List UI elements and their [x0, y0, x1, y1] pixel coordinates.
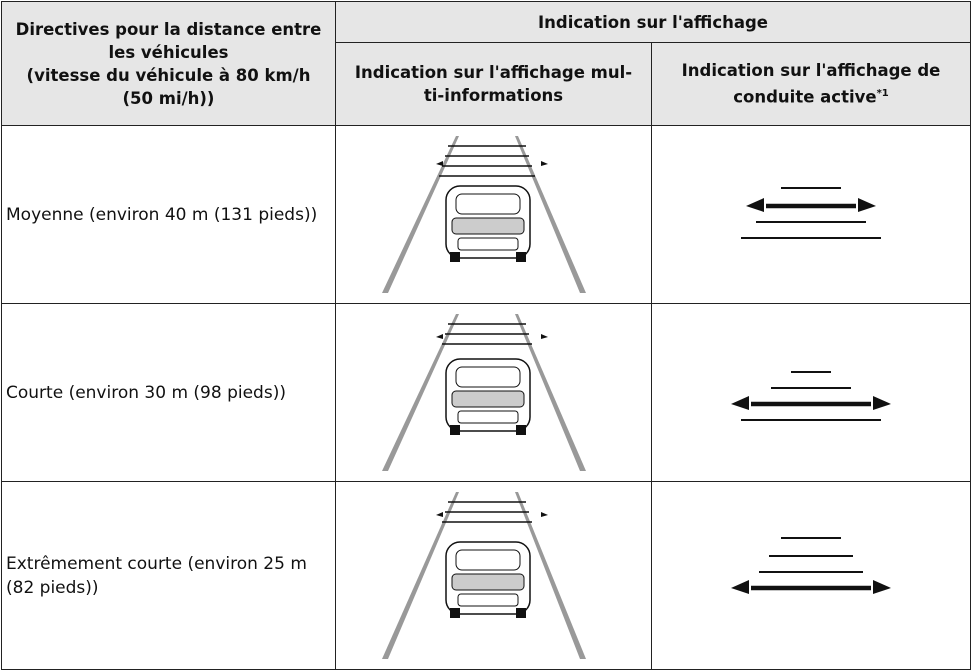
header-cell: Indication sur l'affichage mul- ti-infor… — [335, 42, 652, 126]
row-label: Extrêmement courte (environ 25 m (82 pie… — [6, 553, 307, 598]
header-group: Indication sur l'affichage — [335, 1, 971, 43]
illustration-cell — [651, 125, 971, 304]
arrow — [541, 161, 548, 166]
road-illustration — [382, 492, 586, 659]
road-illustration — [382, 136, 586, 293]
road-edge — [515, 492, 586, 659]
car-window — [455, 549, 521, 571]
illustration-cell — [335, 125, 652, 304]
car-bumper — [457, 237, 519, 251]
row-label: Moyenne (environ 40 m (131 pieds)) — [6, 204, 318, 225]
header-cell: Indication sur l'affichage de conduite a… — [651, 42, 971, 126]
road-edge — [382, 492, 459, 659]
header-line: Directives pour la distance entre — [15, 19, 322, 39]
arrow — [541, 512, 548, 517]
car-trunk — [451, 217, 525, 235]
header-line: (vitesse du véhicule à 80 km/h — [26, 65, 311, 85]
header-line: (50 mi/h)) — [122, 88, 215, 108]
illustration-cell — [651, 303, 971, 482]
car-bumper — [457, 593, 519, 607]
arrow — [873, 396, 891, 410]
header-line: les véhicules — [108, 42, 229, 62]
car-trunk — [451, 573, 525, 591]
header-line: Indication sur l'affichage de — [681, 61, 941, 81]
header-cell: Directives pour la distance entre les vé… — [1, 1, 336, 126]
car-window — [455, 193, 521, 215]
road-edge — [515, 314, 586, 471]
car-wheel — [450, 252, 460, 262]
illustration-cell — [335, 303, 652, 482]
arrow — [858, 198, 876, 212]
car-wheel — [450, 425, 460, 435]
body-cell: Courte (environ 30 m (98 pieds)) — [1, 303, 336, 482]
header-line: ti-informations — [423, 86, 564, 105]
arrow — [541, 334, 548, 339]
arrow — [436, 161, 443, 166]
car-window — [455, 366, 521, 388]
header-line: Indication sur l'affichage mul- — [354, 63, 633, 82]
illustration-cell — [651, 481, 971, 670]
active-display — [741, 187, 881, 239]
car-wheel — [450, 608, 460, 618]
row-label: Courte (environ 30 m (98 pieds)) — [6, 382, 286, 403]
road-edge — [382, 314, 459, 471]
active-display — [731, 537, 891, 594]
body-cell: Moyenne (environ 40 m (131 pieds)) — [1, 125, 336, 304]
footnote-mark: *1 — [876, 88, 889, 100]
car-bumper — [457, 410, 519, 424]
car-wheel — [516, 252, 526, 262]
road-illustration — [382, 314, 586, 471]
active-display — [731, 371, 891, 421]
arrow — [731, 396, 749, 410]
header-text: conduite active — [733, 87, 877, 107]
arrow — [873, 580, 891, 594]
body-cell: Extrêmement courte (environ 25 m (82 pie… — [1, 481, 336, 670]
arrow — [746, 198, 764, 212]
arrow — [436, 512, 443, 517]
arrow — [731, 580, 749, 594]
illustration-cell — [335, 481, 652, 670]
car-wheel — [516, 608, 526, 618]
car-wheel — [516, 425, 526, 435]
header-line: conduite active*1 — [652, 82, 970, 109]
car-trunk — [451, 390, 525, 408]
header-line: Indication sur l'affichage — [538, 12, 768, 32]
arrow — [436, 334, 443, 339]
